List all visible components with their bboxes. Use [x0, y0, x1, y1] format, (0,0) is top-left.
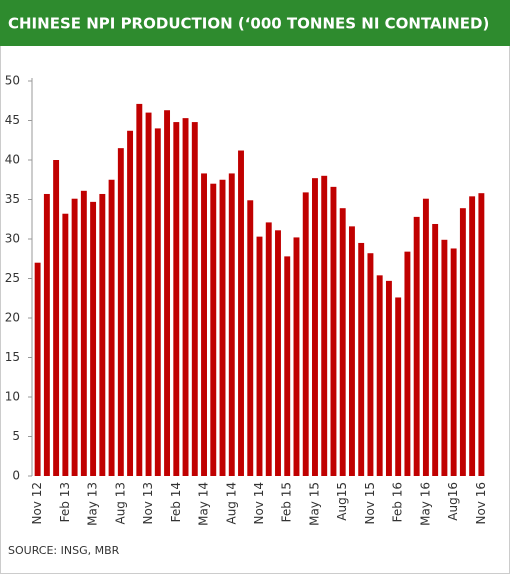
- y-tick-label: 15: [5, 350, 20, 364]
- bar: [34, 262, 41, 476]
- bar: [321, 175, 328, 477]
- x-tick-label: Aug16: [446, 482, 460, 521]
- bar: [90, 201, 97, 476]
- x-tick-label: Feb 13: [58, 482, 72, 522]
- bar: [348, 226, 355, 476]
- bar: [164, 110, 171, 476]
- x-tick-label: May 13: [86, 482, 100, 526]
- bar: [228, 173, 235, 476]
- x-tick-label: May 16: [418, 482, 432, 526]
- bar: [302, 192, 309, 476]
- chart-title: CHINESE NPI PRODUCTION (‘000 TONNES NI C…: [8, 15, 489, 33]
- bar: [404, 251, 411, 476]
- bar: [422, 198, 429, 476]
- x-tick-label: Aug 14: [224, 482, 238, 525]
- source: SOURCE: INSG, MBR: [8, 544, 120, 557]
- bar: [339, 208, 346, 476]
- bar: [80, 190, 87, 476]
- bar: [238, 150, 244, 476]
- y-tick-label: 25: [5, 271, 20, 285]
- bar: [459, 208, 466, 476]
- bar: [154, 128, 161, 476]
- bar: [43, 193, 50, 476]
- bar: [99, 193, 106, 476]
- y-tick-label: 20: [5, 311, 20, 325]
- x-tick-label: Nov 14: [252, 482, 266, 525]
- y-tick-label: 5: [12, 429, 20, 443]
- y-tick-label: 0: [12, 469, 20, 483]
- x-tick-label: Feb 14: [169, 482, 183, 522]
- bar: [265, 222, 272, 476]
- bar: [432, 223, 439, 476]
- x-tick-label: Nov 15: [363, 482, 377, 525]
- y-tick-label: 35: [5, 192, 20, 206]
- header: [0, 0, 510, 46]
- bar: [293, 237, 300, 476]
- bar: [247, 200, 254, 477]
- bar: [71, 198, 78, 476]
- bar: [385, 280, 392, 476]
- bar: [201, 173, 207, 476]
- bar: [395, 297, 402, 476]
- x-tick-label: Feb 15: [280, 482, 294, 522]
- bar: [53, 160, 60, 476]
- bar: [256, 236, 263, 476]
- bar: [450, 248, 457, 476]
- bar: [173, 122, 180, 476]
- bar: [330, 186, 337, 477]
- x-tick-label: May 15: [307, 482, 321, 526]
- bar: [478, 193, 485, 476]
- bar: [312, 178, 318, 477]
- x-tick-label: Aug 13: [113, 482, 127, 525]
- bar: [376, 275, 383, 476]
- bar: [62, 213, 69, 476]
- bar: [191, 122, 198, 476]
- bar: [117, 148, 124, 476]
- x-tick-label: Aug15: [335, 482, 349, 521]
- bar: [145, 112, 152, 476]
- bar: [284, 256, 291, 476]
- x-tick-label: May 14: [197, 482, 211, 526]
- y-tick-label: 30: [5, 232, 20, 246]
- x-tick-label: Nov 12: [30, 482, 44, 525]
- y-tick-label: 40: [5, 153, 20, 167]
- bar: [358, 242, 365, 476]
- x-tick-label: Feb 16: [391, 482, 405, 522]
- x-tick-label: Nov 16: [474, 482, 488, 525]
- bar: [127, 130, 134, 476]
- bar: [469, 196, 476, 476]
- y-tick-label: 45: [5, 113, 20, 127]
- bar: [441, 239, 448, 476]
- bar: [136, 103, 143, 476]
- bar: [275, 230, 281, 476]
- bar: [367, 253, 374, 476]
- bar: [413, 216, 420, 476]
- y-tick-label: 10: [5, 390, 20, 404]
- bar: [219, 179, 226, 476]
- bar: [182, 118, 189, 476]
- bar: [108, 179, 115, 476]
- y-tick-label: 50: [5, 74, 20, 88]
- bar: [210, 183, 217, 476]
- x-tick-label: Nov 13: [141, 482, 155, 525]
